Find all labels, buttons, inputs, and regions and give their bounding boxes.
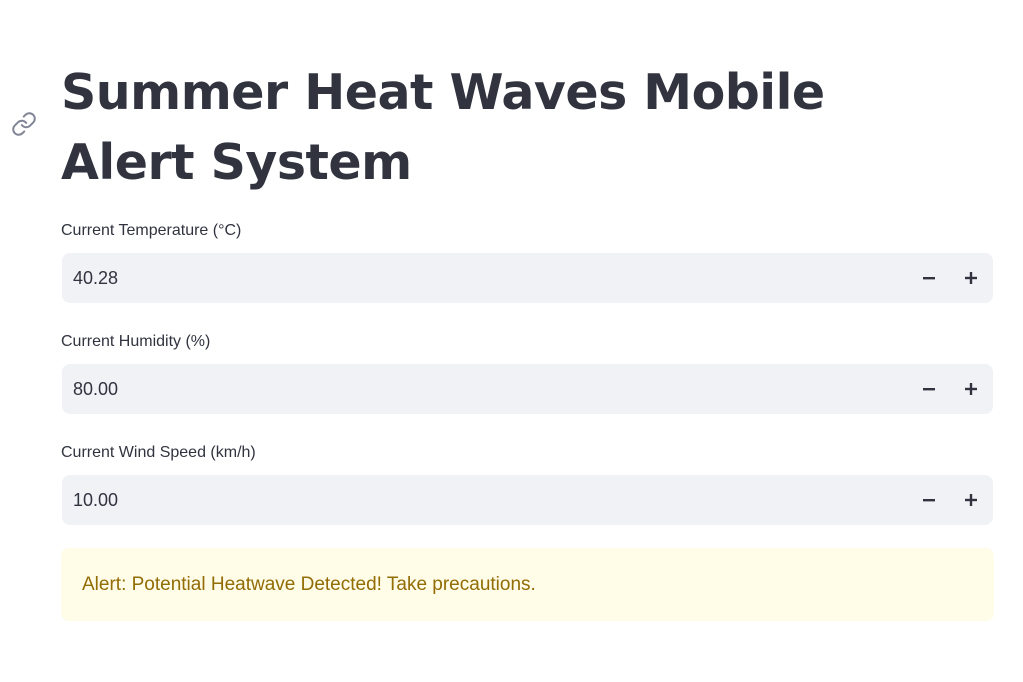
temperature-input[interactable]: [62, 253, 908, 303]
link-icon[interactable]: [11, 111, 37, 137]
minus-icon: [923, 277, 935, 280]
minus-icon: [923, 388, 935, 391]
alert-message: Alert: Potential Heatwave Detected! Take…: [82, 573, 536, 595]
wind-speed-increment-button[interactable]: [950, 475, 992, 525]
wind-speed-decrement-button[interactable]: [908, 475, 950, 525]
humidity-input[interactable]: [62, 364, 908, 414]
temperature-input-container: [62, 253, 993, 303]
humidity-increment-button[interactable]: [950, 364, 992, 414]
temperature-increment-button[interactable]: [950, 253, 992, 303]
wind-speed-input[interactable]: [62, 475, 908, 525]
page-title: Summer Heat Waves Mobile Alert System: [61, 64, 825, 191]
temperature-label: Current Temperature (°C): [61, 222, 242, 239]
humidity-input-container: [62, 364, 993, 414]
wind-speed-input-container: [62, 475, 993, 525]
humidity-label: Current Humidity (%): [61, 333, 211, 350]
wind-speed-label: Current Wind Speed (km/h): [61, 444, 256, 461]
plus-icon: [965, 383, 977, 395]
minus-icon: [923, 499, 935, 502]
plus-icon: [965, 494, 977, 506]
heatwave-alert: Alert: Potential Heatwave Detected! Take…: [61, 548, 994, 621]
humidity-decrement-button[interactable]: [908, 364, 950, 414]
plus-icon: [965, 272, 977, 284]
temperature-decrement-button[interactable]: [908, 253, 950, 303]
